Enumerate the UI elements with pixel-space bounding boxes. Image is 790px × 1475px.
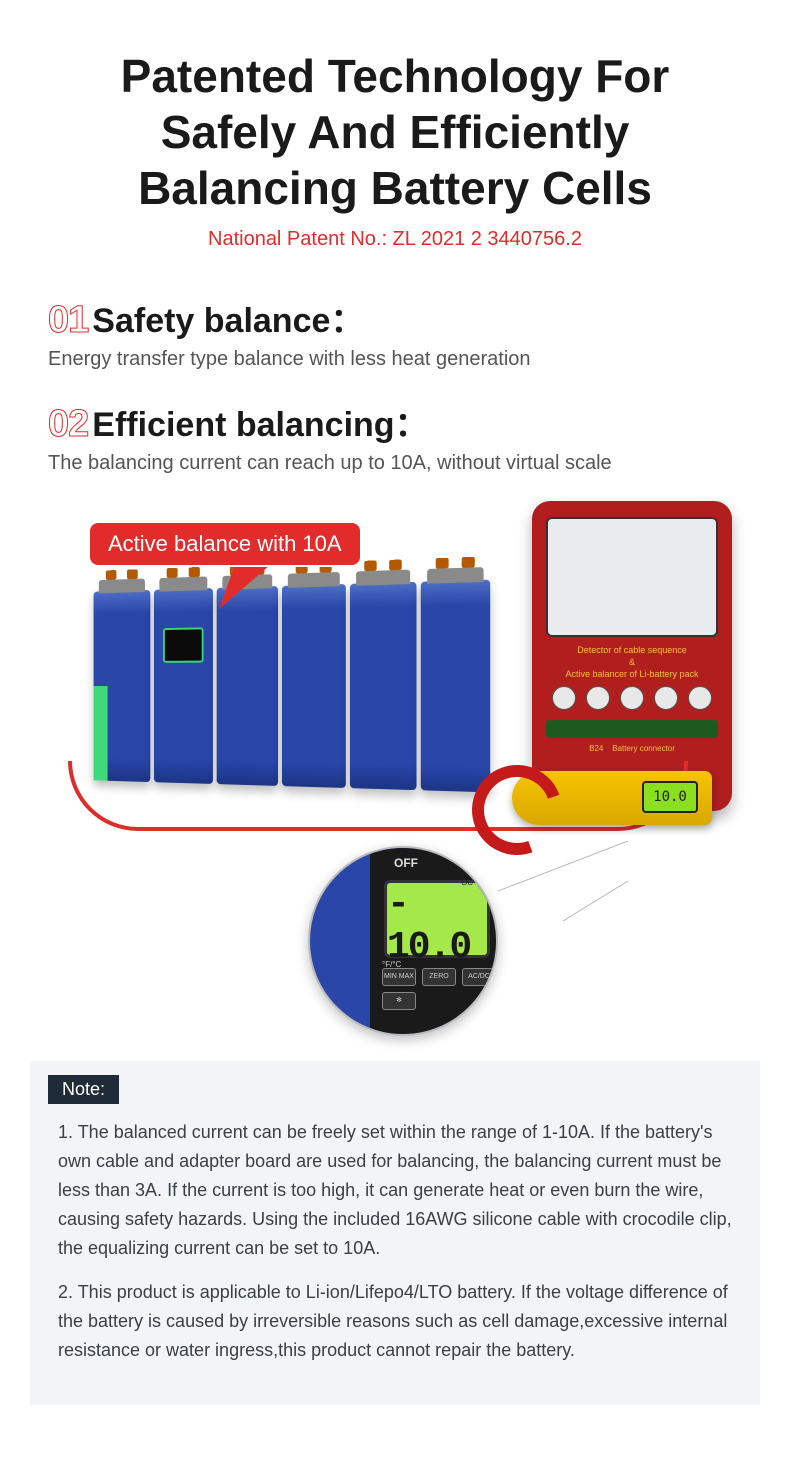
device-btn-icon [552,686,576,710]
device-label: Detector of cable sequence & Active bala… [546,645,718,680]
zoom-off-label: OFF [394,856,418,870]
device-buttons [546,686,718,710]
section-title: Efficient balancing： [92,397,428,446]
zoom-buttons: MIN MAX ZERO AC/DC ✻ [382,968,498,1010]
clamp-display: 10.0 [642,781,698,813]
zoom-lcd: ADC - 10.0 [384,880,490,958]
device-connector-bar [546,720,718,738]
device-screen [546,517,718,637]
battery-cell [217,586,278,786]
zoom-btn: AC/DC [462,968,496,986]
zoom-detail: OFF ADC - 10.0 °F/°C MIN MAX ZERO AC/DC … [308,846,498,1036]
section-02-head: 02 Efficient balancing： [48,397,742,446]
device-btn-icon [620,686,644,710]
device-btn-icon [688,686,712,710]
page-title: Patented Technology For Safely And Effic… [0,0,790,228]
note-tag: Note: [48,1075,119,1104]
section-02-desc: The balancing current can reach up to 10… [48,452,742,475]
note-item: 2. This product is applicable to Li-ion/… [30,1278,760,1364]
device-btn-icon [654,686,678,710]
zoom-reading: - 10.0 [387,883,487,969]
battery-cell [94,590,151,782]
section-number: 02 [48,403,88,446]
zoom-btn: ZERO [422,968,456,986]
product-illustration: Active balance with 10A Detector of cabl… [48,501,742,1041]
section-number: 01 [48,299,88,342]
patent-number: National Patent No.: ZL 2021 2 3440756.2 [0,228,790,251]
battery-cell [282,584,346,788]
section-01-head: 01 Safety balance： [48,293,742,342]
zoom-btn: ✻ [382,992,416,1010]
note-item: 1. The balanced current can be freely se… [30,1118,760,1262]
battery-cell [154,588,213,784]
callout-badge: Active balance with 10A [88,521,362,567]
note-box: Note: 1. The balanced current can be fre… [30,1061,760,1404]
section-01-desc: Energy transfer type balance with less h… [48,348,742,371]
device-footer-label: B24 Battery connector [546,744,718,753]
battery-cell [350,582,417,790]
clamp-meter: 10.0 [512,771,712,825]
zoom-btn: MIN MAX [382,968,416,986]
section-title: Safety balance： [92,293,364,342]
device-btn-icon [586,686,610,710]
